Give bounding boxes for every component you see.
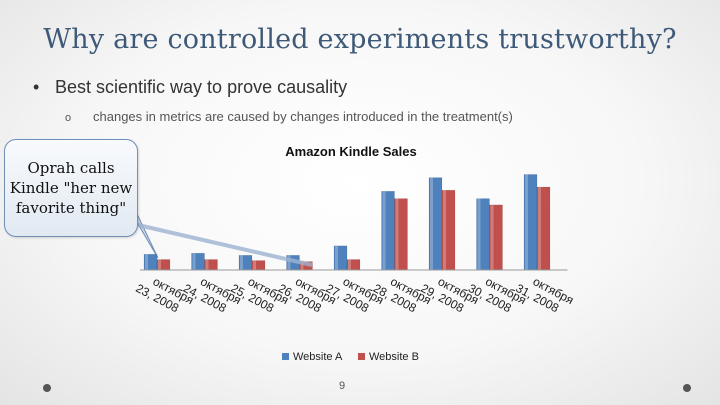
bar-highlight	[348, 259, 351, 270]
bar-highlight	[477, 198, 481, 270]
plot-area: октября23, 2008 октября24, 2008 октября25,…	[127, 174, 576, 320]
page-number: 9	[338, 380, 346, 392]
chart-legend: Website A Website B	[282, 351, 419, 363]
bullet-marker: •	[33, 77, 40, 97]
subbullet-marker: o	[65, 112, 72, 124]
legend-label-1: Website A	[293, 351, 343, 363]
chart-title: Amazon Kindle Sales	[285, 144, 416, 159]
x-tick-label: октября31, 2008	[513, 269, 576, 320]
bar-highlight	[335, 245, 338, 270]
decor-dot-right	[683, 384, 691, 392]
bar-highlight	[158, 259, 161, 270]
legend-label-2: Website B	[369, 351, 419, 363]
oprah-callout: Oprah calls Kindle "her new favorite thi…	[4, 139, 138, 237]
bar-highlight	[538, 187, 541, 270]
legend-swatch-2	[358, 353, 365, 360]
emphasis-stroke	[137, 223, 313, 267]
bar-highlight	[240, 255, 243, 270]
slide-title: Why are controlled experiments trustwort…	[43, 24, 677, 55]
bar-highlight	[192, 253, 196, 270]
bar-highlight	[443, 190, 446, 270]
bullet-item: • Best scientific way to prove causality	[33, 77, 347, 98]
bar-highlight	[145, 254, 148, 270]
bar-highlight	[253, 260, 256, 270]
bar-highlight	[525, 174, 528, 270]
bar-highlight	[300, 261, 304, 270]
bar-highlight	[205, 259, 209, 270]
subbullet-text: changes in metrics are caused by changes…	[93, 109, 513, 124]
legend-swatch-1	[282, 353, 289, 360]
bar-highlight	[287, 255, 291, 270]
decor-dot-left	[43, 384, 51, 392]
subbullet-item: o changes in metrics are caused by change…	[65, 109, 513, 124]
bar-highlight	[430, 177, 433, 270]
bar-highlight	[490, 204, 494, 270]
bullet-text: Best scientific way to prove causality	[55, 77, 348, 97]
bar-highlight	[382, 191, 386, 270]
bar-highlight	[395, 198, 399, 270]
callout-text: Oprah calls Kindle "her new favorite thi…	[9, 159, 133, 217]
